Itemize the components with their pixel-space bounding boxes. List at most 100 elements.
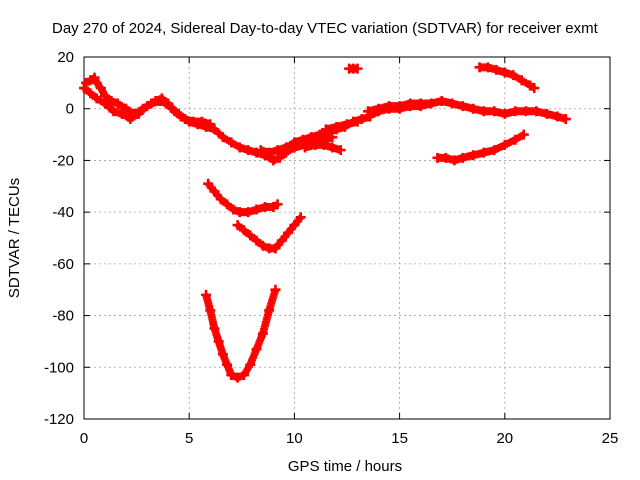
data-point: [289, 137, 300, 148]
data-series: [79, 62, 571, 383]
data-point: [335, 145, 346, 156]
data-point: [203, 178, 214, 189]
data-point: [257, 328, 268, 339]
data-point: [125, 114, 136, 125]
data-point: [255, 145, 266, 156]
data-point: [274, 152, 285, 163]
y-tick-label: -60: [52, 256, 74, 273]
data-point: [173, 108, 184, 119]
series-arc-dot: [344, 63, 363, 74]
data-point: [432, 152, 443, 163]
data-point: [270, 284, 281, 295]
x-tick-label: 15: [391, 430, 408, 447]
data-point: [489, 106, 500, 117]
data-point: [205, 305, 216, 316]
series-arc-40: [203, 178, 283, 218]
data-point: [299, 142, 310, 153]
data-point: [196, 116, 207, 127]
data-point: [331, 121, 342, 132]
y-tick-label: -100: [44, 359, 74, 376]
x-tick-label: 5: [185, 430, 193, 447]
data-point: [129, 108, 140, 119]
data-point: [363, 111, 374, 122]
y-tick-label: 0: [66, 101, 74, 118]
data-point: [238, 225, 249, 236]
data-point: [384, 103, 395, 114]
data-point: [245, 359, 256, 370]
data-point: [232, 372, 243, 383]
data-point: [552, 111, 563, 122]
data-point: [531, 106, 542, 117]
series-arc-100: [201, 284, 281, 383]
data-point: [373, 106, 384, 117]
data-point: [516, 75, 527, 86]
chart-title: Day 270 of 2024, Sidereal Day-to-day VTE…: [52, 20, 599, 37]
data-point: [320, 124, 331, 135]
data-point: [491, 64, 502, 75]
data-point: [478, 147, 489, 158]
data-point: [264, 147, 275, 158]
data-point: [276, 235, 287, 246]
data-point: [342, 119, 352, 130]
data-point: [415, 101, 426, 112]
data-point: [394, 103, 405, 114]
data-point: [270, 243, 281, 254]
x-axis-label: GPS time / hours: [288, 458, 402, 475]
data-point: [95, 83, 106, 94]
data-point: [137, 103, 148, 114]
data-point: [222, 359, 233, 370]
data-point: [272, 199, 283, 210]
data-point: [257, 240, 268, 251]
data-point: [510, 106, 521, 117]
data-point: [440, 152, 451, 163]
y-tick-labels: 20 0 -20 -40 -60 -80 -100 -120: [44, 49, 74, 428]
data-point: [79, 83, 89, 94]
data-point: [449, 155, 460, 166]
data-point: [283, 227, 294, 238]
data-point: [179, 114, 190, 125]
data-point: [228, 204, 239, 215]
data-point: [508, 70, 519, 81]
y-tick-label: -40: [52, 204, 74, 221]
data-point: [280, 142, 291, 153]
data-point: [91, 77, 102, 88]
series-arc-55: [232, 212, 306, 254]
series-arc-top-right: [474, 62, 540, 94]
data-point: [541, 108, 552, 119]
data-point: [478, 106, 489, 117]
data-point: [112, 98, 123, 109]
y-tick-label: 20: [57, 49, 74, 66]
plot-border: [83, 56, 611, 420]
data-point: [264, 305, 275, 316]
data-point: [121, 103, 132, 114]
data-point: [499, 139, 510, 150]
data-point: [436, 95, 447, 106]
data-point: [327, 142, 338, 153]
data-point: [295, 212, 306, 223]
series-arc-short-b: [320, 116, 363, 135]
data-point: [108, 106, 119, 117]
data-point: [89, 72, 100, 83]
data-point: [213, 336, 224, 347]
data-point: [226, 370, 237, 381]
y-tick-label: -20: [52, 152, 74, 169]
data-point: [85, 88, 96, 99]
data-point: [251, 344, 262, 355]
data-point: [297, 134, 308, 145]
data-point: [520, 106, 531, 117]
data-point: [489, 145, 500, 156]
data-point: [457, 152, 468, 163]
data-point: [447, 98, 458, 109]
data-point: [268, 155, 279, 166]
data-point: [468, 103, 479, 114]
data-point: [217, 349, 228, 360]
data-point: [518, 129, 529, 140]
x-tick-label: 20: [496, 430, 513, 447]
data-point: [482, 62, 493, 73]
data-point: [529, 83, 540, 94]
data-point: [238, 370, 249, 381]
data-point: [314, 129, 325, 140]
data-point: [251, 204, 262, 215]
x-tick-label: 25: [602, 430, 619, 447]
